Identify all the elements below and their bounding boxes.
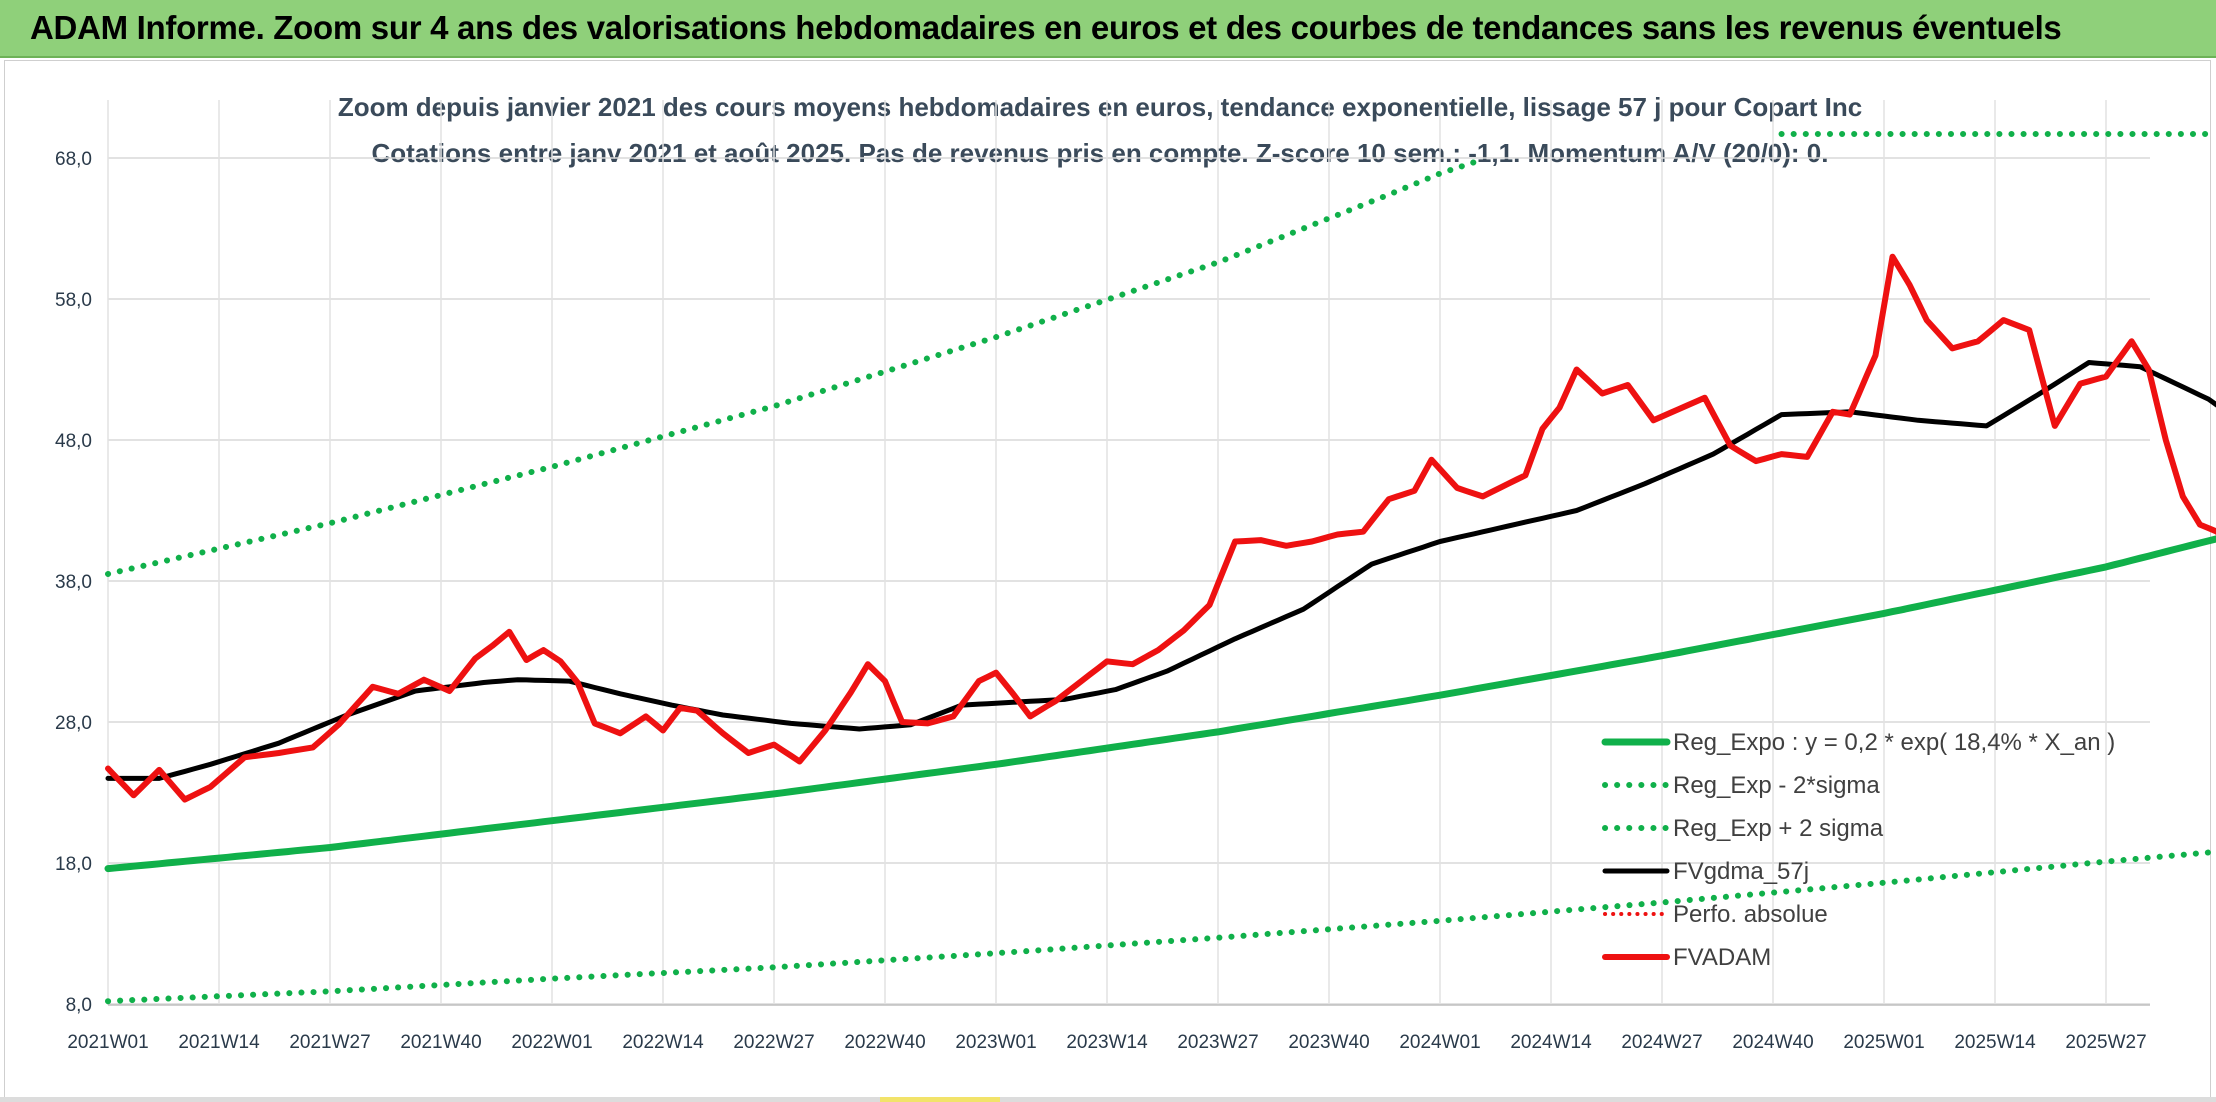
x-tick-label: 2022W01: [511, 1032, 592, 1053]
y-tick-label: 18,0: [55, 854, 92, 875]
y-tick-label: 48,0: [55, 431, 92, 452]
series-line: [105, 360, 2216, 781]
x-tick-label: 2024W14: [1510, 1032, 1592, 1053]
x-tick-label: 2024W01: [1399, 1032, 1480, 1053]
legend-label: Perfo. absolue: [1673, 901, 1828, 928]
report-banner: ADAM Informe. Zoom sur 4 ans des valoris…: [0, 0, 2216, 58]
x-tick-label: 2023W27: [1177, 1032, 1258, 1053]
y-tick-label: 28,0: [55, 713, 92, 734]
chart-title: Zoom depuis janvier 2021 des cours moyen…: [338, 92, 1862, 122]
x-tick-label: 2025W27: [2065, 1032, 2146, 1053]
legend-label: Reg_Expo : y = 0,2 * exp( 18,4% * X_an ): [1673, 729, 2115, 756]
x-tick-label: 2025W14: [1954, 1032, 2036, 1053]
series-line: [105, 253, 2216, 803]
legend: Reg_Expo : y = 0,2 * exp( 18,4% * X_an )…: [1601, 729, 2115, 971]
y-tick-label: 8,0: [66, 995, 92, 1016]
legend-label: FVADAM: [1673, 944, 1771, 971]
legend-label: Reg_Exp - 2*sigma: [1673, 772, 1880, 799]
series-line: [105, 159, 1478, 577]
x-tick-label: 2021W14: [178, 1032, 260, 1053]
bottom-bar: [0, 1097, 2216, 1102]
x-axis: 2021W01 2021W14 2021W27 2021W40 2022W01 2022W…: [67, 1032, 2146, 1053]
y-axis: 68,0 58,0 48,0 38,0 28,0 18,0 8,0: [55, 149, 92, 1016]
x-tick-label: 2021W40: [400, 1032, 481, 1053]
x-tick-label: 2021W27: [289, 1032, 370, 1053]
chart-subtitle: Cotations entre janv 2021 et août 2025. …: [372, 138, 1829, 168]
x-tick-label: 2021W01: [67, 1032, 148, 1053]
gridlines: [107, 100, 2150, 1006]
series-line: [105, 848, 2216, 1005]
x-tick-label: 2022W14: [622, 1032, 704, 1053]
report-title: ADAM Informe. Zoom sur 4 ans des valoris…: [30, 9, 2062, 46]
x-tick-label: 2024W40: [1732, 1032, 1813, 1053]
legend-label: Reg_Exp + 2 sigma: [1673, 815, 1884, 842]
x-tick-label: 2022W27: [733, 1032, 814, 1053]
x-tick-label: 2022W40: [844, 1032, 925, 1053]
y-tick-label: 68,0: [55, 149, 92, 170]
x-tick-label: 2025W01: [1843, 1032, 1924, 1053]
x-tick-label: 2023W14: [1066, 1032, 1148, 1053]
legend-label: FVgdma_57j: [1673, 858, 1809, 885]
bottom-accent: [880, 1097, 1000, 1102]
series-line: [104, 535, 2216, 873]
x-tick-label: 2024W27: [1621, 1032, 1702, 1053]
y-tick-label: 58,0: [55, 290, 92, 311]
x-tick-label: 2023W40: [1288, 1032, 1369, 1053]
y-tick-label: 38,0: [55, 572, 92, 593]
series-lines: [104, 131, 2216, 1005]
x-tick-label: 2023W01: [955, 1032, 1036, 1053]
